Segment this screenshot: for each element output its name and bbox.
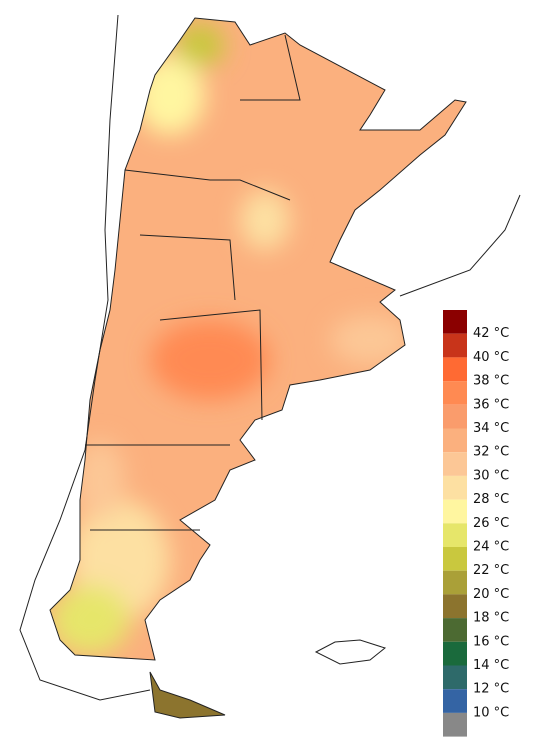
legend-swatch [443, 428, 467, 453]
legend-swatch [443, 333, 467, 358]
legend-label: 12 °C [473, 682, 509, 697]
legend-label: 34 °C [473, 421, 509, 436]
legend-label: 36 °C [473, 397, 509, 412]
legend-swatch [443, 310, 467, 334]
legend: 42 °C 40 °C 38 °C 36 °C 34 °C 32 °C 30 °C 28 °C… [443, 310, 509, 737]
legend-label: 24 °C [473, 540, 509, 555]
legend-swatch [443, 547, 467, 571]
legend-swatch [443, 712, 467, 737]
legend-label: 22 °C [473, 563, 509, 578]
legend-label: 42 °C [473, 326, 509, 341]
borders [19, 14, 521, 701]
legend-label: 20 °C [473, 587, 509, 602]
legend-swatch [443, 570, 467, 595]
legend-swatch [443, 381, 467, 405]
legend-swatch [443, 665, 467, 690]
legend-swatch [443, 641, 467, 666]
legend-swatch [443, 452, 467, 476]
legend-label: 14 °C [473, 658, 509, 673]
legend-swatch [443, 618, 467, 642]
legend-label: 16 °C [473, 634, 509, 649]
legend-label: 10 °C [473, 705, 509, 720]
legend-swatch [443, 523, 467, 547]
legend-label: 18 °C [473, 611, 509, 626]
legend-label: 30 °C [473, 468, 509, 483]
legend-label: 32 °C [473, 445, 509, 460]
legend-label: 26 °C [473, 516, 509, 531]
legend-swatch [443, 689, 467, 713]
legend-label: 40 °C [473, 350, 509, 365]
legend-label: 38 °C [473, 374, 509, 389]
legend-label: 28 °C [473, 492, 509, 507]
legend-swatch [443, 404, 467, 429]
legend-swatch [443, 357, 467, 382]
legend-swatch [443, 475, 467, 500]
legend-swatch [443, 499, 467, 524]
legend-swatch [443, 594, 467, 619]
